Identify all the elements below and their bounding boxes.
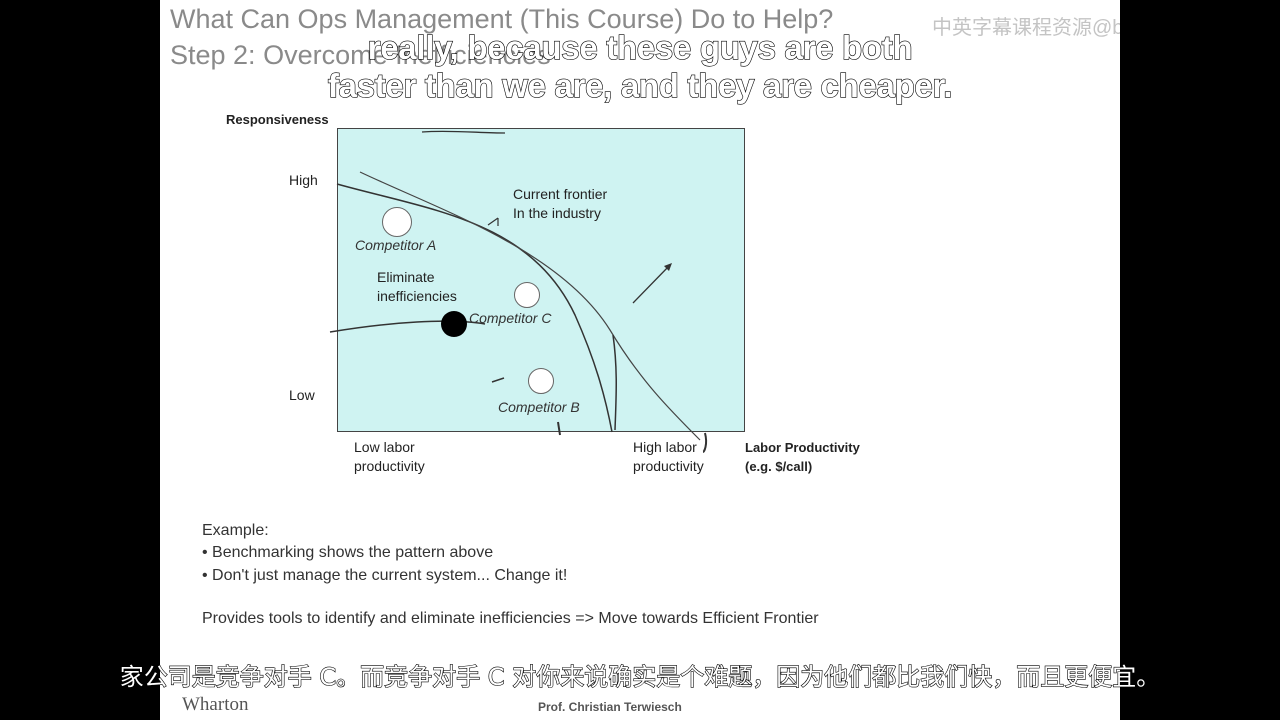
competitor-c-label: Competitor C xyxy=(469,310,552,326)
annotation-mark xyxy=(702,432,708,453)
current-position-vertical xyxy=(612,334,617,431)
slide: What Can Ops Management (This Course) Do… xyxy=(160,0,1120,720)
watermark: 中英字幕课程资源@bilibili.com xyxy=(932,17,1120,39)
eliminate-arrow xyxy=(632,264,671,304)
annotation-mark xyxy=(487,217,499,226)
current-position-dot xyxy=(441,311,467,337)
annotation-mark xyxy=(557,421,561,436)
chinese-subtitle: 家公司是竞争对手 C。而竞争对手 C 对你来说确实是个难题，因为他们都比我们快，… xyxy=(119,662,1161,691)
annotation-mark xyxy=(491,377,505,383)
competitor-c-marker xyxy=(514,282,540,308)
y-high-label: High xyxy=(289,172,318,188)
annotation-mark xyxy=(421,130,506,134)
slide-title-line2: Step 2: Overcome Inefficiencies xyxy=(170,40,551,70)
y-axis-label: Responsiveness xyxy=(226,112,329,127)
example-heading: Example: xyxy=(202,522,269,539)
eliminate-arrowhead xyxy=(664,263,672,271)
competitor-a-marker xyxy=(382,207,412,237)
x-high-label-line2: productivity xyxy=(633,458,704,474)
current-frontier-curve xyxy=(336,183,613,433)
competitor-a-label: Competitor A xyxy=(355,237,437,253)
presenter-name: Prof. Christian Terwiesch xyxy=(538,700,682,714)
x-low-label-line1: Low labor xyxy=(354,439,415,455)
y-low-label: Low xyxy=(289,387,315,403)
frontier-label-line2: In the industry xyxy=(513,205,601,221)
x-axis-label-line1: Labor Productivity xyxy=(745,440,860,455)
frontier-label-line1: Current frontier xyxy=(513,186,608,202)
english-subtitle-line1: really, because these guys are both xyxy=(367,28,913,66)
example-bullet-2: • Don't just manage the current system..… xyxy=(202,567,568,584)
x-low-label-line2: productivity xyxy=(354,458,425,474)
wharton-logo: Wharton xyxy=(182,694,249,715)
hand-drawn-frontier-stroke xyxy=(359,171,701,441)
english-subtitle-line2: faster than we are, and they are cheaper… xyxy=(327,66,953,104)
provides-tools-text: Provides tools to identify and eliminate… xyxy=(202,610,819,627)
example-bullet-1: • Benchmarking shows the pattern above xyxy=(202,544,494,561)
frontier-curves xyxy=(329,130,708,453)
eliminate-label-line1: Eliminate xyxy=(377,269,435,285)
competitor-b-label: Competitor B xyxy=(498,399,580,415)
competitor-b-marker xyxy=(528,368,554,394)
current-position-curve xyxy=(329,320,486,333)
eliminate-label-line2: inefficiencies xyxy=(377,288,457,304)
slide-title-line1: What Can Ops Management (This Course) Do… xyxy=(170,4,834,34)
x-axis-label-line2: (e.g. $/call) xyxy=(745,459,813,474)
x-high-label-line1: High labor xyxy=(633,439,697,455)
